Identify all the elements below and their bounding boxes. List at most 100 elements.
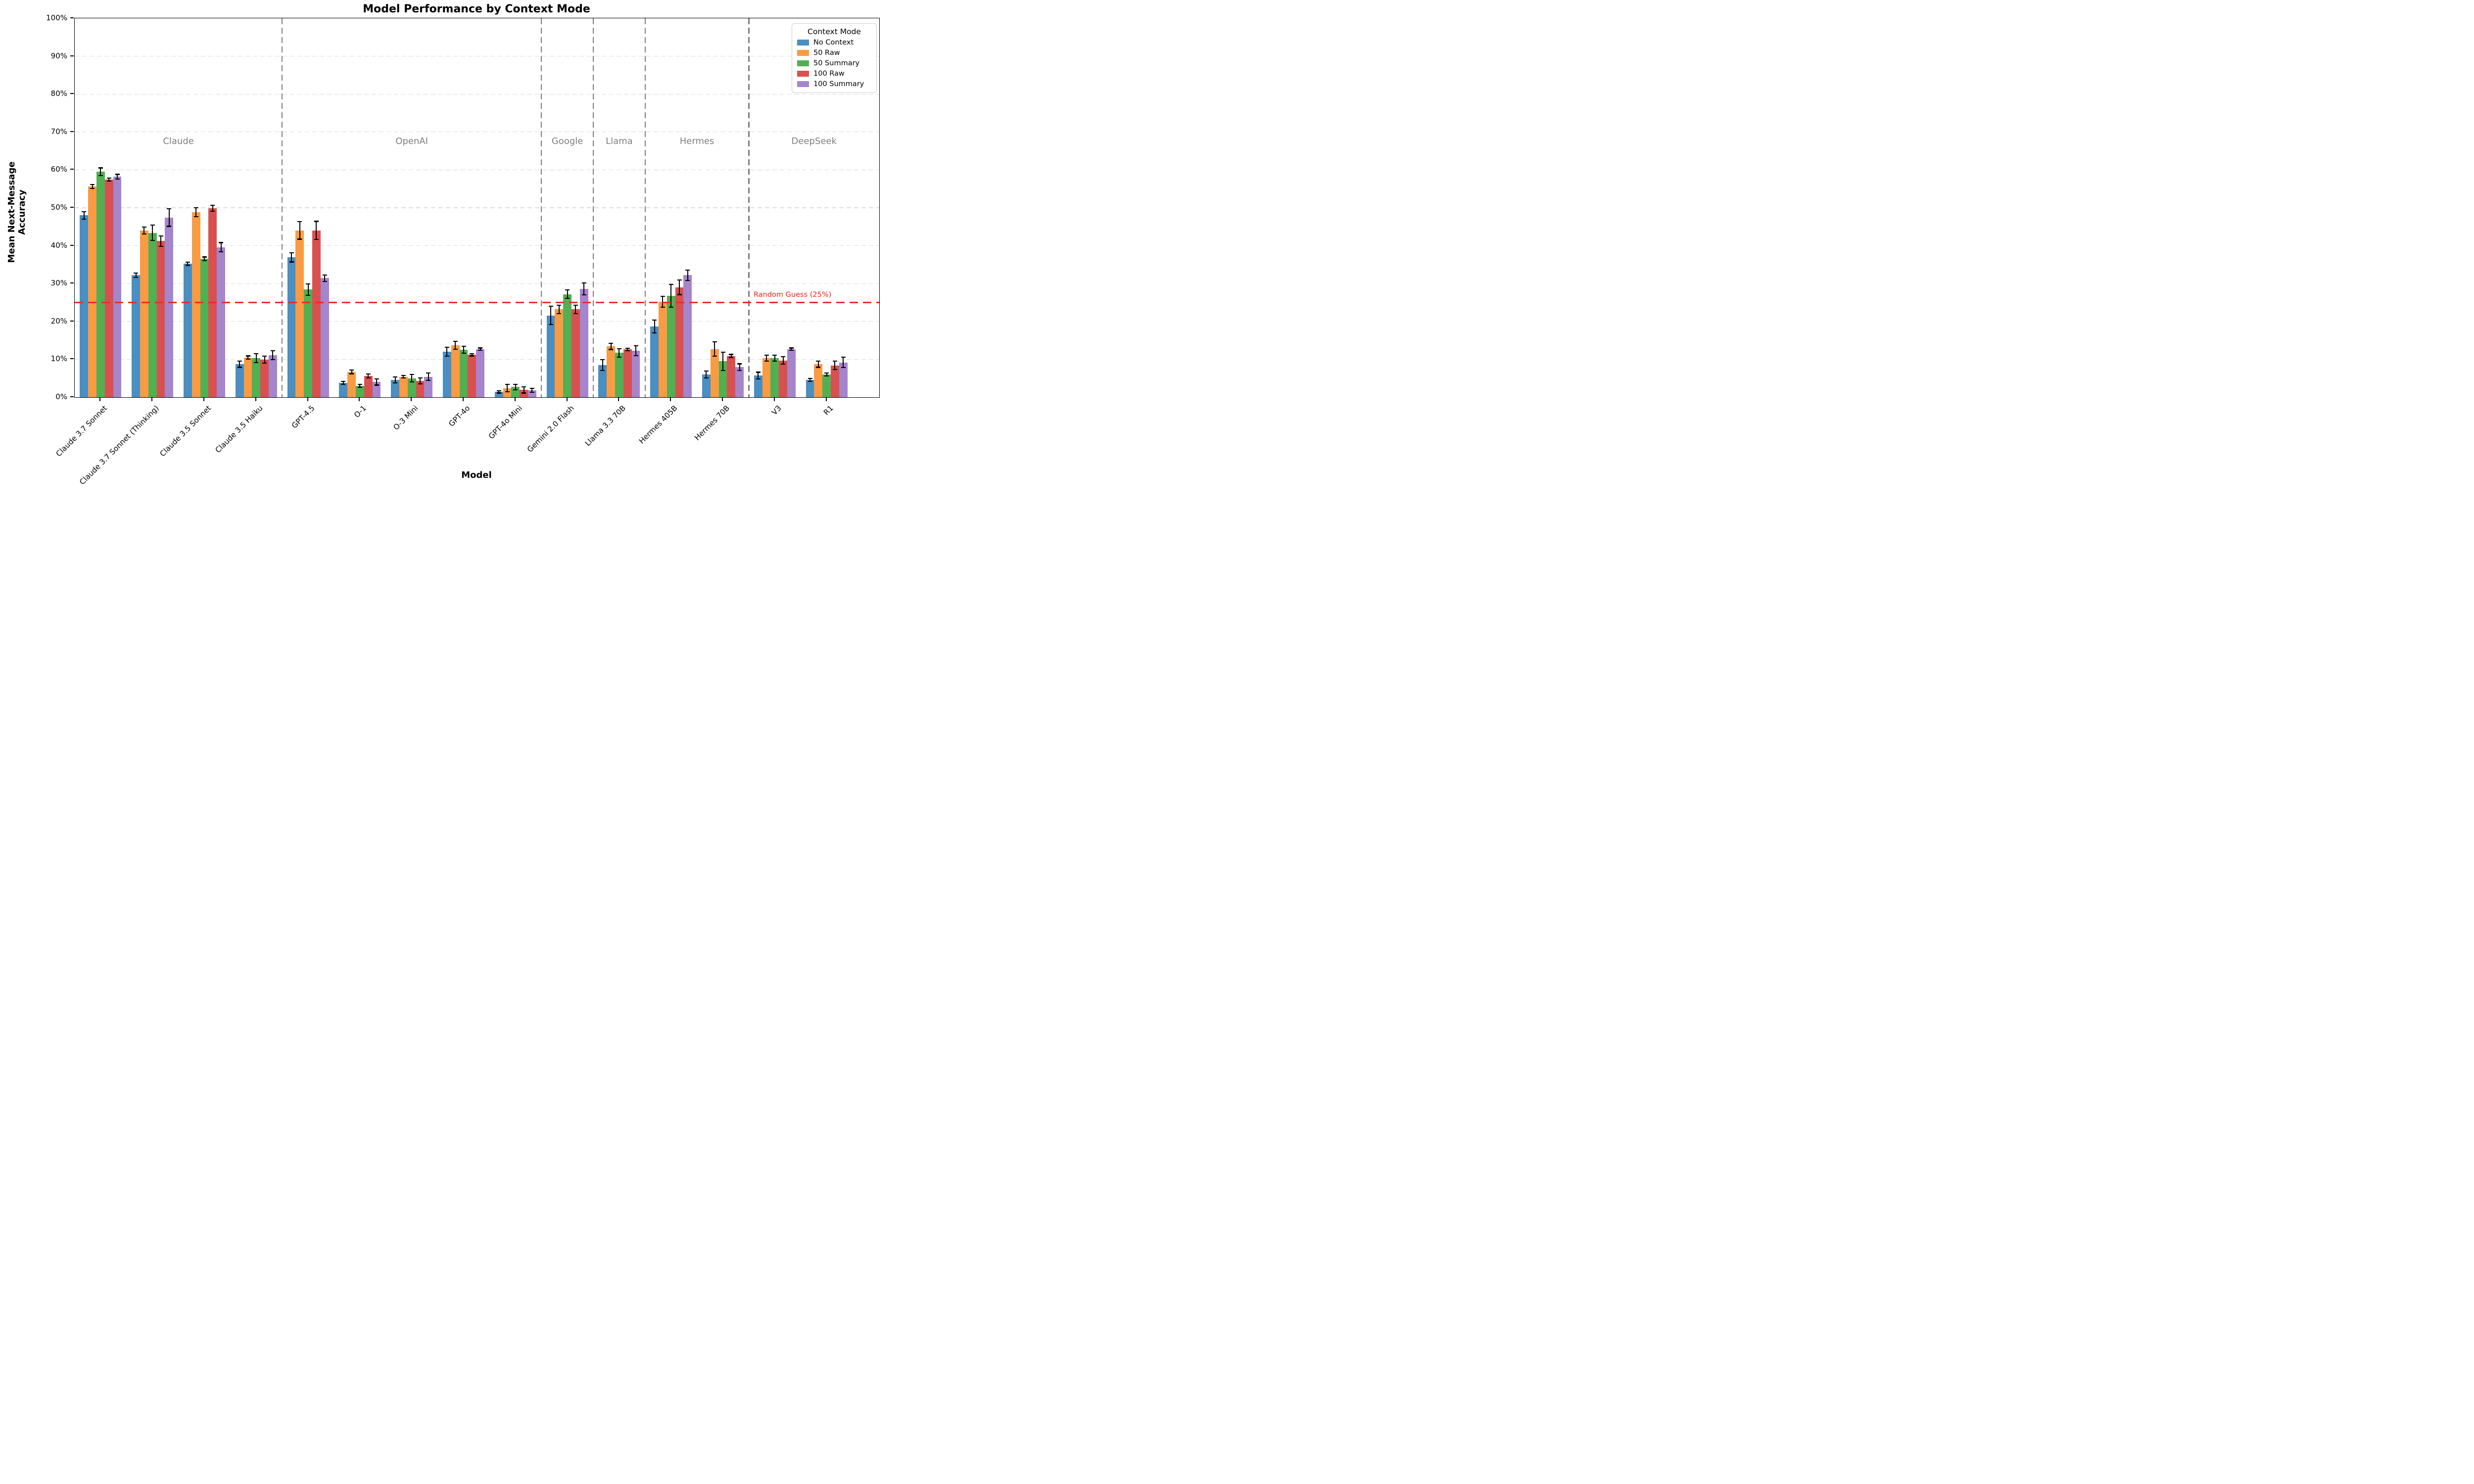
error-bar-V3-100 Raw: [782, 357, 784, 365]
error-cap-bottom-Claude 3.5 Sonnet-100 Raw: [210, 210, 215, 212]
error-bar-Hermes 70B-100 Raw: [730, 354, 732, 358]
bar-Claude 3.5 Haiku-50 Summary: [252, 358, 261, 397]
error-cap-top-Hermes 405B-50 Summary: [668, 283, 673, 285]
y-tick-label-10%: 10%: [50, 354, 67, 364]
section-separator-hermes: [748, 18, 750, 397]
error-cap-top-O-3 Mini-100 Raw: [418, 377, 423, 379]
error-cap-top-O-3 Mini-50 Raw: [401, 375, 406, 376]
bar-Hermes 70B-100 Summary: [735, 367, 744, 397]
legend-patch-50 Raw: [797, 50, 809, 56]
error-cap-bottom-Llama 3.3 70B-No Context: [600, 370, 605, 371]
error-bar-V3-100 Summary: [791, 348, 792, 350]
error-cap-top-Claude 3.7 Sonnet (Thinking)-100 Summary: [167, 208, 172, 210]
error-cap-bottom-Hermes 405B-100 Summary: [685, 279, 690, 281]
legend-item-100 Raw: 100 Raw: [797, 70, 871, 78]
y-tick-mark-50%: [70, 207, 74, 208]
legend-item-50 Summary: 50 Summary: [797, 59, 871, 67]
bar-O-1-50 Raw: [347, 371, 356, 397]
bar-Claude 3.5 Sonnet-100 Summary: [217, 247, 225, 397]
error-cap-bottom-GPT-4o Mini-50 Raw: [505, 391, 510, 393]
bar-Hermes 405B-50 Summary: [666, 295, 675, 397]
bar-GPT-4o-100 Summary: [476, 349, 484, 397]
error-cap-top-Claude 3.7 Sonnet-No Context: [82, 211, 87, 212]
error-bar-GPT-4o Mini-100 Summary: [531, 388, 533, 393]
bar-Hermes 70B-50 Raw: [710, 349, 719, 397]
error-bar-V3-50 Summary: [774, 355, 775, 362]
error-bar-GPT-4.5-50 Summary: [307, 283, 309, 295]
error-cap-top-R1-50 Raw: [816, 361, 821, 362]
error-cap-bottom-O-1-No Context: [341, 383, 346, 385]
bar-O-3 Mini-100 Summary: [424, 376, 433, 397]
error-cap-top-O-1-50 Raw: [349, 369, 354, 371]
legend-patch-100 Summary: [797, 81, 809, 87]
error-bar-GPT-4.5-100 Raw: [316, 221, 317, 240]
error-cap-bottom-Claude 3.7 Sonnet-No Context: [82, 218, 87, 220]
bar-V3-50 Raw: [762, 358, 771, 397]
error-cap-top-GPT-4.5-50 Summary: [306, 283, 311, 285]
error-bar-O-3 Mini-100 Summary: [428, 372, 429, 381]
error-bar-Hermes 70B-50 Raw: [714, 342, 715, 357]
error-cap-top-GPT-4.5-100 Summary: [322, 275, 327, 276]
x-tick-mark-O-3 Mini: [411, 398, 412, 401]
legend-item-100 Summary: 100 Summary: [797, 80, 871, 88]
error-cap-bottom-GPT-4o Mini-100 Raw: [522, 392, 526, 394]
bar-Hermes 70B-No Context: [702, 374, 711, 397]
error-cap-bottom-Gemini 2.0 Flash-50 Summary: [565, 297, 570, 299]
error-cap-top-Claude 3.7 Sonnet-100 Summary: [115, 174, 120, 175]
error-cap-bottom-Claude 3.5 Sonnet-50 Summary: [202, 260, 207, 262]
error-bar-O-3 Mini-50 Summary: [411, 374, 413, 382]
legend-item-50 Raw: 50 Raw: [797, 49, 871, 57]
y-tick-label-50%: 50%: [50, 203, 67, 212]
gridline-40: [75, 245, 879, 246]
bar-GPT-4.5-100 Raw: [312, 230, 321, 397]
error-cap-bottom-V3-50 Summary: [772, 361, 777, 362]
error-cap-bottom-GPT-4o-No Context: [444, 356, 449, 357]
error-cap-top-Hermes 70B-100 Summary: [737, 363, 742, 365]
y-tick-mark-30%: [70, 282, 74, 284]
error-cap-top-Hermes 70B-100 Raw: [729, 354, 734, 355]
error-bar-O-1-100 Summary: [376, 379, 377, 385]
error-cap-top-O-3 Mini-50 Summary: [409, 373, 414, 375]
error-bar-Claude 3.5 Sonnet-50 Summary: [204, 257, 205, 261]
bar-Hermes 405B-No Context: [650, 326, 659, 397]
error-bar-Gemini 2.0 Flash-100 Raw: [575, 305, 576, 314]
error-bar-Claude 3.7 Sonnet (Thinking)-100 Raw: [160, 235, 161, 247]
error-bar-Hermes 70B-100 Summary: [739, 364, 740, 371]
error-cap-top-Gemini 2.0 Flash-No Context: [548, 306, 553, 307]
error-cap-top-O-3 Mini-No Context: [393, 376, 398, 377]
error-cap-top-Hermes 405B-100 Raw: [677, 279, 682, 281]
error-bar-Gemini 2.0 Flash-100 Summary: [583, 282, 585, 295]
error-cap-bottom-V3-100 Summary: [789, 349, 794, 351]
error-bar-GPT-4o Mini-No Context: [498, 390, 500, 393]
error-cap-bottom-GPT-4o-100 Raw: [470, 355, 475, 357]
error-cap-bottom-Claude 3.7 Sonnet (Thinking)-100 Summary: [167, 226, 172, 227]
plot-area: Context Mode No Context 50 Raw 50 Summary 1…: [74, 18, 880, 398]
error-cap-top-GPT-4o-50 Raw: [453, 341, 458, 342]
x-tick-mark-V3: [773, 398, 775, 401]
error-bar-Claude 3.7 Sonnet (Thinking)-100 Summary: [168, 209, 170, 227]
error-cap-top-Claude 3.5 Sonnet-No Context: [185, 262, 190, 263]
error-bar-Claude 3.5 Haiku-50 Summary: [255, 353, 257, 363]
error-bar-Llama 3.3 70B-100 Summary: [635, 345, 636, 356]
error-cap-bottom-Claude 3.7 Sonnet-100 Summary: [115, 178, 120, 180]
x-tick-mark-Gemini 2.0 Flash: [566, 398, 568, 401]
bar-R1-No Context: [806, 379, 814, 397]
x-axis-title: Model: [461, 470, 492, 480]
bar-Claude 3.7 Sonnet-100 Raw: [104, 180, 113, 397]
error-cap-bottom-Llama 3.3 70B-100 Summary: [633, 355, 638, 356]
y-axis-title: Mean Next-Message Accuracy: [6, 161, 27, 263]
y-tick-mark-100%: [70, 17, 74, 18]
error-bar-Llama 3.3 70B-50 Summary: [618, 348, 620, 357]
error-cap-bottom-Claude 3.7 Sonnet (Thinking)-50 Raw: [142, 233, 146, 234]
error-cap-top-Claude 3.5 Sonnet-50 Raw: [193, 207, 198, 209]
error-cap-top-Llama 3.3 70B-No Context: [600, 359, 605, 361]
bar-R1-50 Raw: [814, 364, 823, 397]
error-bar-Claude 3.7 Sonnet-50 Summary: [100, 168, 101, 176]
error-cap-top-O-1-No Context: [341, 380, 346, 382]
error-bar-V3-No Context: [758, 372, 759, 379]
x-tick-label-V3: V3: [769, 404, 783, 417]
bar-Claude 3.7 Sonnet (Thinking)-50 Raw: [140, 230, 148, 397]
error-cap-top-GPT-4.5-50 Raw: [297, 221, 302, 223]
error-bar-Hermes 70B-No Context: [706, 371, 707, 378]
error-cap-bottom-R1-50 Summary: [824, 375, 829, 377]
